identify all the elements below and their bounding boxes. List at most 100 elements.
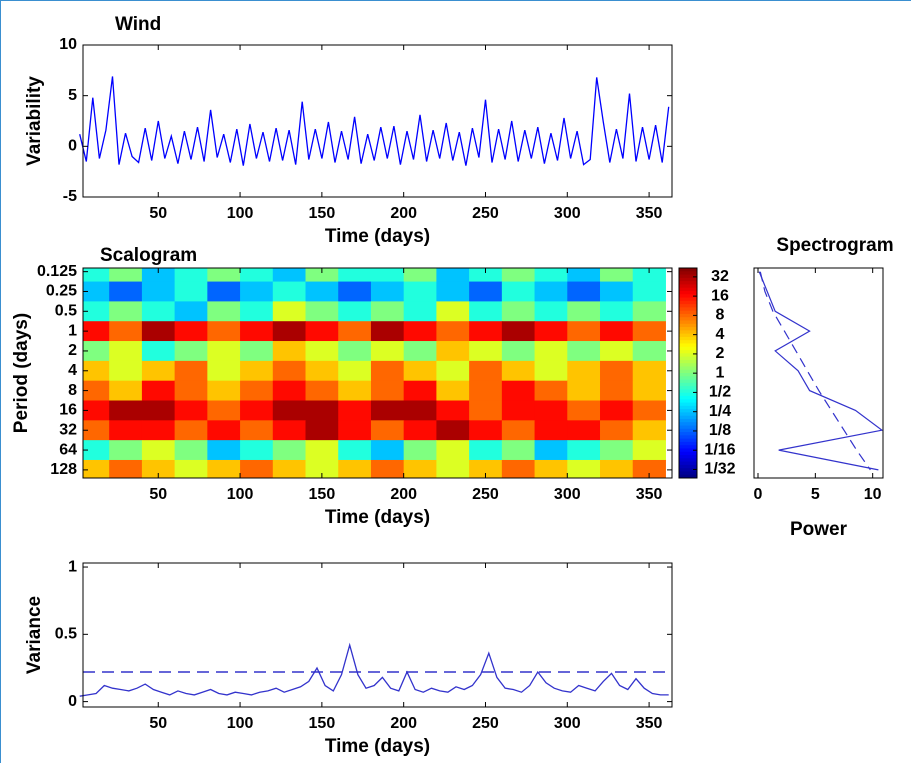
colorbar-swatch (679, 435, 697, 440)
colorbar-swatch (679, 474, 697, 479)
heat-cell (207, 360, 241, 382)
heat-cell (501, 420, 536, 441)
x-tick-label: 250 (472, 486, 499, 503)
heat-cell (632, 321, 666, 342)
heat-cell (338, 440, 372, 461)
y-tick-label: 2 (68, 342, 77, 359)
heat-cell (272, 268, 307, 283)
x-tick-label: 350 (636, 486, 663, 503)
heat-cell (469, 420, 503, 441)
x-axis-label: Time (days) (325, 226, 430, 247)
heat-cell (469, 440, 503, 461)
colorbar-tick-label: 16 (711, 287, 729, 304)
colorbar-swatch (679, 392, 697, 397)
heat-cell (370, 360, 405, 382)
heat-cell (600, 440, 634, 461)
heat-cell (403, 301, 437, 322)
heat-cell (370, 301, 405, 322)
heat-cell (141, 420, 176, 441)
x-tick-label: 100 (227, 205, 254, 222)
heat-cell (632, 281, 666, 302)
x-tick-label: 200 (390, 486, 417, 503)
colorbar-swatch (679, 412, 697, 417)
heat-cell (469, 459, 503, 478)
axes-frame (82, 267, 673, 479)
colorbar-swatch (679, 300, 697, 305)
x-tick-label: 200 (390, 205, 417, 222)
x-tick-label: 100 (227, 715, 254, 732)
x-axis-label: Time (days) (325, 507, 430, 528)
colorbar-tick-label: 1/8 (709, 422, 731, 439)
heat-cell (240, 360, 274, 382)
colorbar-swatch (679, 402, 697, 407)
heat-cell (370, 268, 405, 283)
x-tick-label: 150 (309, 205, 336, 222)
heat-cell (174, 281, 208, 302)
spectrum-line (759, 271, 871, 471)
heat-cell (305, 281, 339, 302)
x-tick-label: 300 (554, 715, 581, 732)
heat-cell (174, 341, 208, 362)
colorbar-swatch (679, 468, 697, 472)
colorbar-swatch (679, 274, 697, 279)
chart-title: Wind (115, 14, 161, 35)
heat-cell (207, 380, 241, 402)
heat-cell (436, 281, 470, 302)
y-tick-label: 0.5 (55, 626, 77, 643)
heat-cell (501, 268, 536, 283)
axes-frame (82, 562, 673, 708)
heat-cell (109, 440, 143, 461)
colorbar-swatch (679, 369, 697, 374)
x-tick-label: 250 (472, 715, 499, 732)
heat-cell (305, 440, 339, 461)
heat-cell (240, 400, 274, 421)
heat-cell (501, 321, 536, 342)
heat-cell (567, 420, 601, 441)
heat-cell (305, 400, 339, 421)
heat-cell (338, 420, 372, 441)
heat-cell (567, 268, 601, 283)
colorbar-swatch (679, 297, 697, 302)
x-tick-label: 200 (390, 715, 417, 732)
heat-cell (272, 281, 307, 302)
heat-cell (174, 400, 208, 421)
heat-cell (272, 459, 307, 478)
heat-cell (436, 360, 470, 382)
heat-cell (305, 459, 339, 478)
colorbar-swatch (679, 277, 697, 282)
heat-cell (469, 341, 503, 362)
heat-cell (600, 360, 634, 382)
colorbar-swatch (679, 458, 697, 463)
heat-cell (403, 268, 437, 283)
y-tick-label: 0 (68, 138, 77, 155)
heat-cell (272, 360, 307, 382)
colorbar-tick-label: 1/2 (709, 384, 731, 401)
heat-cell (141, 281, 176, 302)
heat-cell (403, 360, 437, 382)
y-tick-label: 0.125 (37, 263, 77, 280)
colorbar-swatch (679, 451, 697, 456)
colorbar-tick-label: 8 (716, 307, 725, 324)
heat-cell (83, 360, 110, 382)
heat-cell (109, 360, 143, 382)
heat-cell (109, 268, 143, 283)
heat-cell (370, 321, 405, 342)
colorbar-swatch (679, 323, 697, 328)
heat-cell (83, 400, 110, 421)
heat-cell (305, 380, 339, 402)
heat-cell (501, 301, 536, 322)
y-axis-label: Period (days) (11, 313, 32, 433)
chart-title: Spectrogram (776, 235, 893, 256)
colorbar-swatch (679, 445, 697, 449)
heat-cell (370, 440, 405, 461)
heat-cell (534, 380, 568, 402)
colorbar-swatch (679, 438, 697, 443)
colorbar-swatch (679, 356, 697, 361)
heat-cell (403, 321, 437, 342)
heat-cell (436, 341, 470, 362)
heat-cell (338, 400, 372, 421)
y-tick-label: 4 (68, 362, 77, 379)
heat-cell (338, 281, 372, 302)
heat-cell (370, 380, 405, 402)
